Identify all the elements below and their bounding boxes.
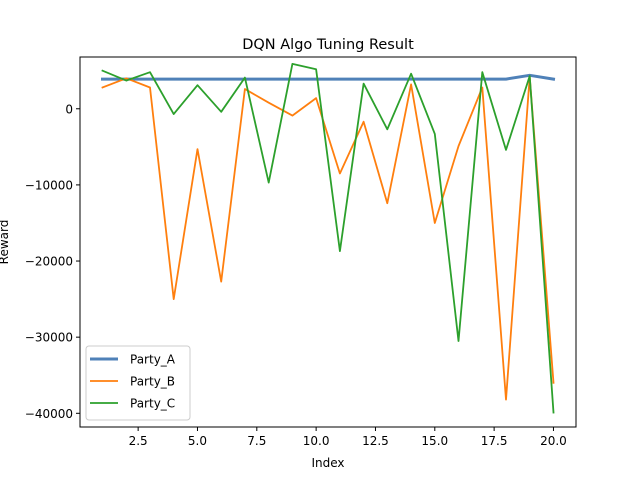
x-tick-label: 15.0 — [421, 434, 448, 448]
x-tick-label: 20.0 — [540, 434, 567, 448]
x-tick-label: 7.5 — [247, 434, 266, 448]
y-axis-ticks: 0 −10000 −20000 −30000 −40000 — [25, 102, 80, 421]
legend-items: Party_A Party_B Party_C — [90, 353, 176, 411]
x-tick-label: 12.5 — [362, 434, 389, 448]
legend-label-party-a: Party_A — [130, 353, 176, 367]
plot-frame — [79, 56, 577, 428]
y-tick-label: −20000 — [25, 255, 73, 269]
series-layer — [101, 63, 556, 414]
y-tick-label: −40000 — [25, 407, 73, 421]
y-tick-label: 0 — [65, 102, 73, 116]
x-tick-label: 2.5 — [129, 434, 148, 448]
y-tick-label: −10000 — [25, 178, 73, 192]
legend: Party_A Party_B Party_C — [85, 345, 191, 421]
series-line-party-c — [101, 63, 555, 414]
series-line-party-a — [101, 73, 556, 81]
x-tick-label: 17.5 — [481, 434, 508, 448]
x-tick-label: 10.0 — [303, 434, 330, 448]
x-axis-ticks: 2.5 5.0 7.5 10.0 12.5 15.0 17.5 20.0 — [129, 427, 567, 448]
y-tick-label: −30000 — [25, 331, 73, 345]
legend-label-party-b: Party_B — [130, 375, 175, 389]
x-tick-label: 5.0 — [188, 434, 207, 448]
legend-label-party-c: Party_C — [130, 397, 175, 411]
y-axis-label: Reward — [0, 220, 11, 265]
x-axis-label: Index — [311, 456, 344, 470]
series-line-party-b — [101, 75, 555, 401]
legend-frame — [85, 345, 191, 421]
chart-title: DQN Algo Tuning Result — [242, 37, 414, 53]
